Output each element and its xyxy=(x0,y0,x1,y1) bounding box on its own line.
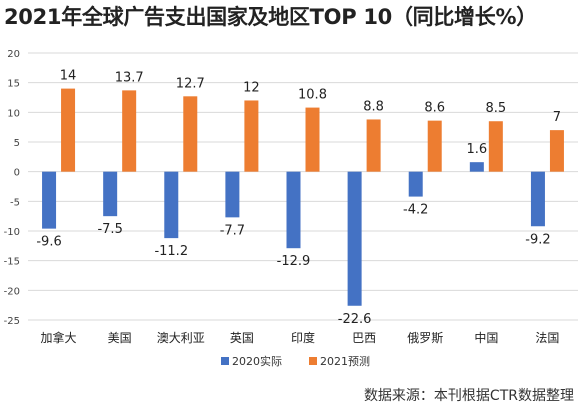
gridlines xyxy=(28,52,578,321)
y-tick-label: 0 xyxy=(14,168,20,179)
bar-2021-forecast xyxy=(183,96,198,172)
category-label: 印度 xyxy=(291,330,315,345)
bar-2020-actual xyxy=(347,171,362,306)
data-label-2020: -12.9 xyxy=(277,254,311,269)
category-label: 澳大利亚 xyxy=(157,331,205,345)
data-label-2021: 8.8 xyxy=(363,99,384,114)
category-label: 加拿大 xyxy=(41,330,77,345)
category-label: 英国 xyxy=(230,331,254,345)
chart-title: 2021年全球广告支出国家及地区TOP 10（同比增长%） xyxy=(4,5,537,29)
data-label-2020: -9.2 xyxy=(525,232,550,247)
category-label: 中国 xyxy=(474,330,498,345)
bars xyxy=(42,88,564,306)
bar-2020-actual xyxy=(103,171,118,217)
data-labels: -9.6 14 -7.5 13.7 -11.2 12.7 -7.7 12 -12.9 10.8 -2… xyxy=(36,69,561,327)
y-tick-label: -10 xyxy=(4,227,20,238)
data-label-2020: -22.6 xyxy=(338,312,372,327)
y-tick-label: -25 xyxy=(4,316,20,327)
legend-swatch-2020 xyxy=(221,357,229,365)
data-label-2021: 7 xyxy=(553,110,561,125)
data-label-2020: -7.5 xyxy=(97,222,122,237)
bar-2020-actual xyxy=(530,171,545,227)
legend-label-2021: 2021预测 xyxy=(320,355,370,368)
bar-2021-forecast xyxy=(366,119,381,172)
bar-2020-actual xyxy=(286,171,301,249)
bar-2021-forecast xyxy=(305,107,320,172)
x-axis-categories: 加拿大 美国 澳大利亚 英国 印度 巴西 俄罗斯 中国 法国 xyxy=(41,330,560,345)
data-label-2021: 8.5 xyxy=(485,101,506,116)
data-label-2021: 8.6 xyxy=(424,101,445,116)
category-label: 俄罗斯 xyxy=(407,331,443,345)
data-label-2020: 1.6 xyxy=(466,142,487,157)
y-tick-label: -15 xyxy=(4,257,20,268)
y-axis-ticks: 20 15 10 5 0 -5 -10 -15 -20 -25 xyxy=(4,49,20,327)
bar-2020-actual xyxy=(225,171,240,218)
source-note: 数据来源：本刊根据CTR数据整理 xyxy=(363,388,574,404)
y-tick-label: 5 xyxy=(14,138,20,149)
data-label-2020: -7.7 xyxy=(220,223,245,238)
bar-2021-forecast xyxy=(549,130,564,172)
data-label-2021: 13.7 xyxy=(115,70,144,85)
bar-2020-actual xyxy=(164,171,179,239)
legend-label-2020: 2020实际 xyxy=(232,354,282,368)
bar-2020-actual xyxy=(469,162,484,172)
bar-2021-forecast xyxy=(61,88,76,172)
data-label-2021: 10.8 xyxy=(298,88,327,103)
category-label: 法国 xyxy=(535,331,559,345)
bar-chart: 20 15 10 5 0 -5 -10 -15 -20 -25 -9.6 14 -7.5 13.7 -11… xyxy=(4,49,578,368)
data-label-2021: 12 xyxy=(243,80,260,95)
bar-2021-forecast xyxy=(427,120,442,172)
bar-2021-forecast xyxy=(488,121,503,172)
y-tick-label: 10 xyxy=(7,108,20,119)
bar-2021-forecast xyxy=(122,90,137,172)
bar-2020-actual xyxy=(42,171,57,229)
y-tick-label: 20 xyxy=(7,49,20,60)
category-label: 巴西 xyxy=(352,331,376,345)
data-label-2020: -4.2 xyxy=(403,203,428,218)
data-label-2020: -11.2 xyxy=(154,244,188,259)
legend: 2020实际 2021预测 xyxy=(221,354,370,368)
legend-swatch-2021 xyxy=(309,357,317,365)
data-label-2020: -9.6 xyxy=(36,235,61,250)
y-tick-label: -5 xyxy=(10,197,20,208)
y-tick-label: -20 xyxy=(4,286,20,297)
y-tick-label: 15 xyxy=(7,79,20,90)
bar-2021-forecast xyxy=(244,100,259,172)
data-label-2021: 12.7 xyxy=(176,76,205,91)
category-label: 美国 xyxy=(108,331,132,345)
data-label-2021: 14 xyxy=(60,69,77,84)
bar-2020-actual xyxy=(408,171,423,197)
